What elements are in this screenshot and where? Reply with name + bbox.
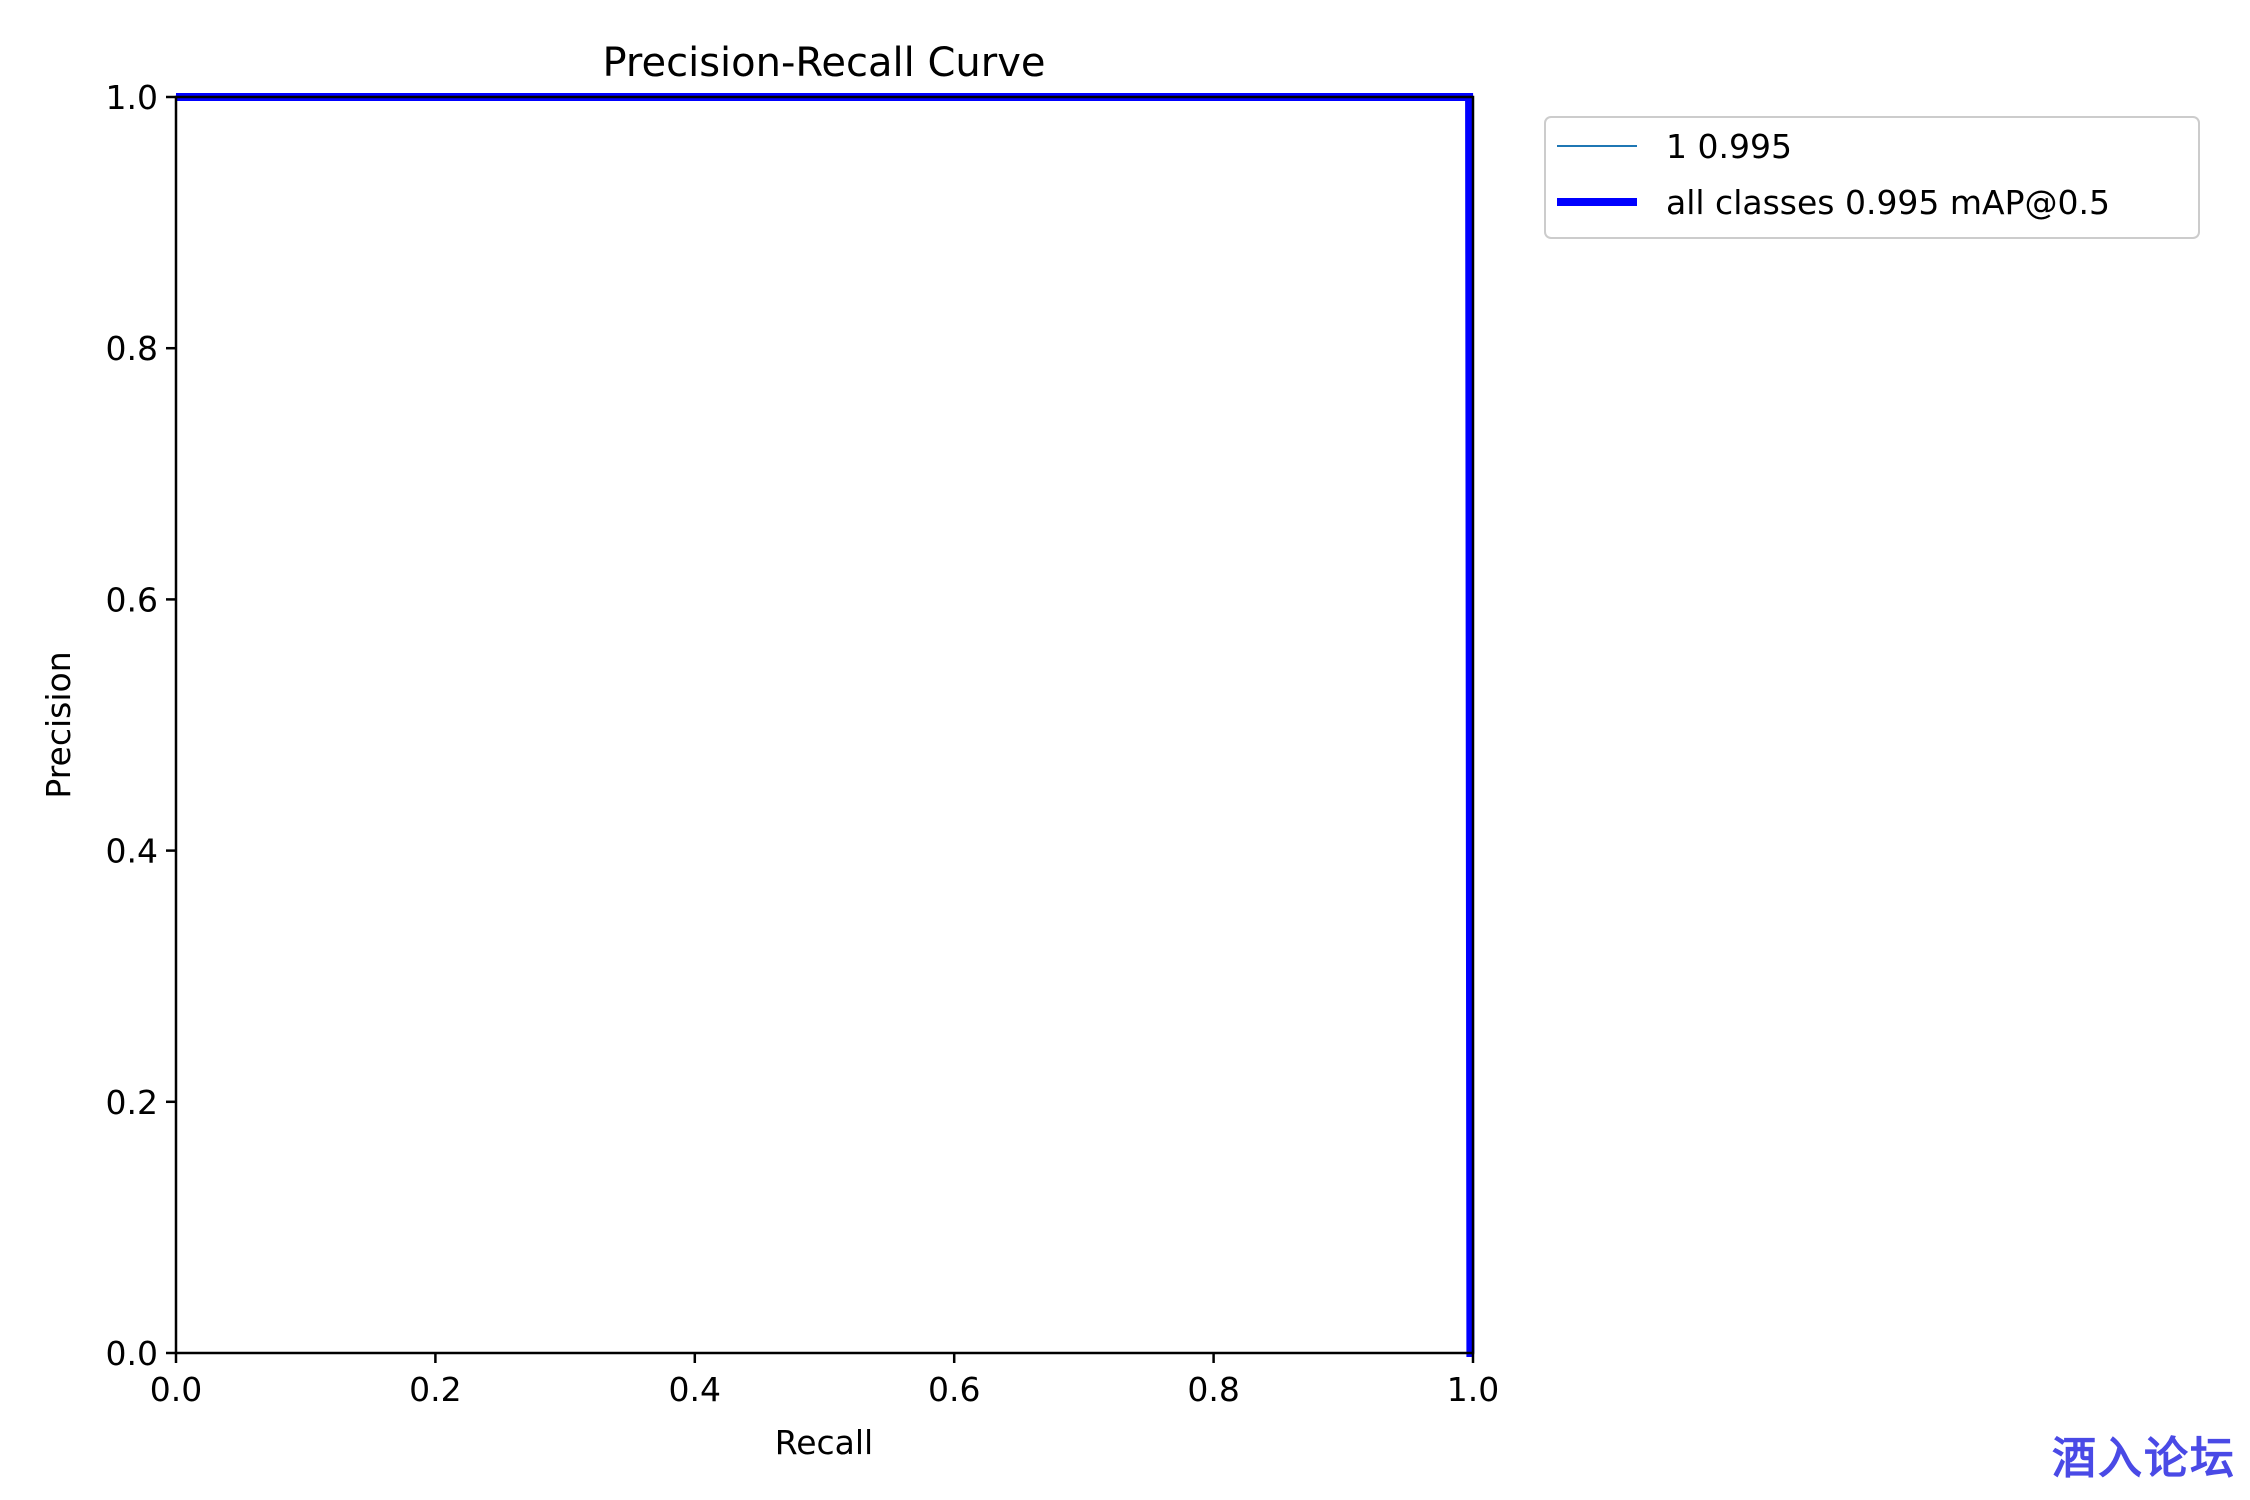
chart-title: Precision-Recall Curve <box>603 40 1046 86</box>
legend-entries: 1 0.995 all classes 0.995 mAP@0.5 <box>1557 127 2110 222</box>
y-axis-label: Precision <box>39 651 78 798</box>
legend-label-1: 1 0.995 <box>1666 127 1792 166</box>
legend: 1 0.995 all classes 0.995 mAP@0.5 <box>1544 116 2200 239</box>
y-tick-label: 0.4 <box>106 832 158 871</box>
x-axis-label: Recall <box>775 1423 873 1462</box>
x-axis-ticks: 0.0 0.2 0.4 0.6 0.8 1.0 <box>150 1353 1499 1409</box>
y-tick-label: 0.2 <box>106 1083 158 1122</box>
plot-frame <box>174 95 1475 1355</box>
x-tick-label: 0.0 <box>150 1370 202 1409</box>
y-tick-label: 0.6 <box>106 580 158 619</box>
plot-area <box>174 93 1475 1357</box>
x-tick-label: 0.6 <box>928 1370 980 1409</box>
x-tick-label: 0.2 <box>409 1370 461 1409</box>
plot-background <box>176 97 1473 1353</box>
x-tick-label: 0.8 <box>1187 1370 1239 1409</box>
x-tick-label: 0.4 <box>669 1370 721 1409</box>
y-axis-ticks: 0.0 0.2 0.4 0.6 0.8 1.0 <box>106 78 176 1373</box>
legend-box <box>1544 116 2200 239</box>
legend-label-2: all classes 0.995 mAP@0.5 <box>1666 183 2110 222</box>
y-tick-label: 1.0 <box>106 78 158 117</box>
x-tick-label: 1.0 <box>1447 1370 1499 1409</box>
y-tick-label: 0.0 <box>106 1334 158 1373</box>
watermark-logo: 酒入论坛 <box>2052 1433 2236 1484</box>
y-tick-label: 0.8 <box>106 329 158 368</box>
